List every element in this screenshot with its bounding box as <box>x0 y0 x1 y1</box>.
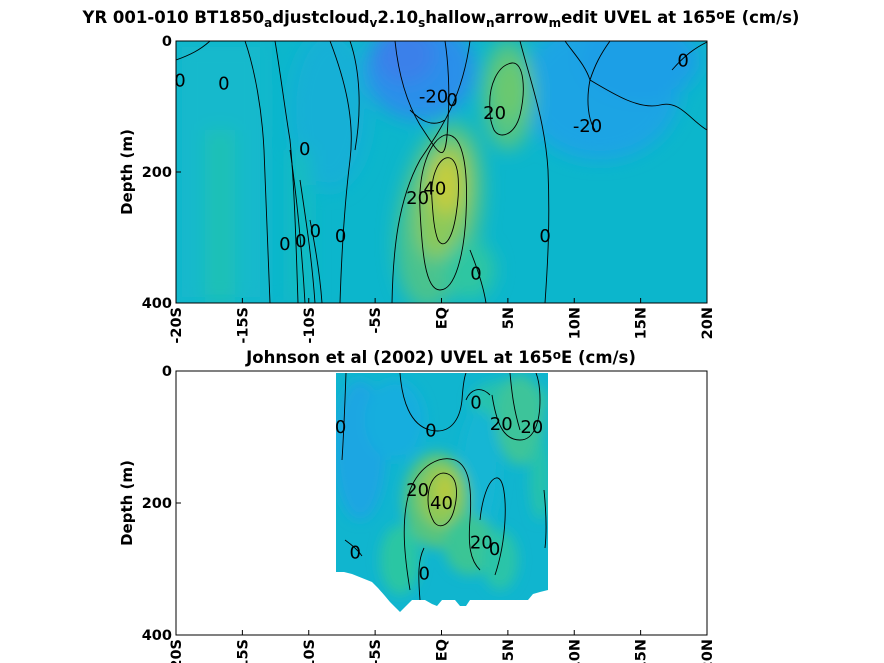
x-tick-label: 5N <box>501 639 517 661</box>
x-tick-label: -15S <box>235 639 251 663</box>
chart-title-model: YR 001-010 BT1850adjustcloudv2.10shallow… <box>82 8 800 30</box>
contour-label: 20 <box>406 188 429 209</box>
x-ticks-observed: -20S -15S -10S -5S EQ 5N 10N 15N 20N <box>169 630 716 663</box>
contour-label: 20 <box>470 533 493 554</box>
contour-label: 0 <box>218 74 229 95</box>
contour-label: 0 <box>279 234 290 255</box>
x-tick-label: -5S <box>368 639 384 663</box>
title-part: arrow <box>495 8 549 27</box>
x-tick-label: 10N <box>567 307 583 339</box>
contour-label: 0 <box>299 139 310 160</box>
x-tick-label: 5N <box>501 307 517 329</box>
x-tick-label: -10S <box>302 639 318 663</box>
contour-label: 20 <box>520 417 543 438</box>
contour-label: 0 <box>174 70 185 91</box>
y-tick-label: 200 <box>142 496 172 512</box>
x-tick-label: 15N <box>634 307 650 339</box>
x-tick-label: EQ <box>435 639 451 661</box>
contour-label: 0 <box>419 564 430 585</box>
contours-observed <box>341 373 547 601</box>
y-ticks-observed: 0 200 400 <box>142 364 181 644</box>
contour-label: 0 <box>446 90 457 111</box>
panel-observed: Johnson et al (2002) UVEL at 165oE (cm/s… <box>118 348 716 663</box>
contours-model <box>176 41 707 303</box>
y-axis-label-observed: Depth (m) <box>118 460 136 546</box>
y-tick-label: 400 <box>142 628 172 644</box>
y-tick-label: 0 <box>162 34 172 50</box>
x-tick-label: 20N <box>700 307 716 339</box>
y-tick-label: 400 <box>142 296 172 312</box>
contour-label: 0 <box>677 51 688 72</box>
contour-label: 0 <box>310 221 321 242</box>
x-tick-label: 20N <box>700 639 716 663</box>
x-tick-label: 15N <box>634 639 650 663</box>
y-tick-label: 0 <box>162 364 172 380</box>
contour-label: 0 <box>425 420 436 441</box>
x-tick-label: -20S <box>169 639 185 663</box>
contour-label: 0 <box>539 226 550 247</box>
title-part: djustcloud <box>272 8 369 27</box>
title-part: o <box>716 8 724 22</box>
contour-label: 0 <box>295 231 306 252</box>
x-tick-label: -10S <box>302 307 318 344</box>
title-part: n <box>486 16 495 30</box>
x-tick-label: -20S <box>169 307 185 344</box>
title-part: m <box>549 16 562 30</box>
y-tick-label: 200 <box>142 165 172 181</box>
contour-label: 40 <box>423 178 446 199</box>
contour-label: 20 <box>483 103 506 124</box>
title-part: o <box>553 348 561 362</box>
title-part: edit UVEL at 165 <box>561 8 716 27</box>
y-axis-label-model: Depth (m) <box>118 129 136 215</box>
contour-label: -20 <box>573 116 602 137</box>
contour-label: 0 <box>335 226 346 247</box>
x-tick-label: 10N <box>567 639 583 663</box>
title-part: v <box>370 16 378 30</box>
x-tick-label: -15S <box>235 307 251 344</box>
panel-model: YR 001-010 BT1850adjustcloudv2.10shallow… <box>82 8 800 344</box>
contour-label: -20 <box>419 87 448 108</box>
contour-label: 0 <box>470 393 481 414</box>
title-part: Johnson et al (2002) UVEL at 165 <box>245 348 553 367</box>
contour-label: 20 <box>406 480 429 501</box>
y-ticks-model: 0 200 400 <box>142 34 181 312</box>
contour-label: 0 <box>470 264 481 285</box>
title-part: E (cm/s) <box>725 8 800 27</box>
contour-label: 40 <box>430 493 453 514</box>
title-part: YR 001-010 BT1850 <box>82 8 265 27</box>
contour-label: 0 <box>335 417 346 438</box>
title-part: E (cm/s) <box>561 348 636 367</box>
x-tick-label: -5S <box>368 307 384 334</box>
title-part: hallow <box>425 8 486 27</box>
title-part: 2.10 <box>377 8 418 27</box>
contour-label: 0 <box>489 539 500 560</box>
title-part: a <box>264 16 272 30</box>
x-tick-label: EQ <box>435 307 451 329</box>
title-part: s <box>418 16 425 30</box>
heatmap-model <box>176 41 707 303</box>
x-ticks-model: -20S -15S -10S -5S EQ 5N 10N 15N 20N <box>169 298 716 344</box>
contour-label: 20 <box>490 414 513 435</box>
chart-title-observed: Johnson et al (2002) UVEL at 165oE (cm/s… <box>245 348 636 367</box>
contour-label: 0 <box>349 543 360 564</box>
